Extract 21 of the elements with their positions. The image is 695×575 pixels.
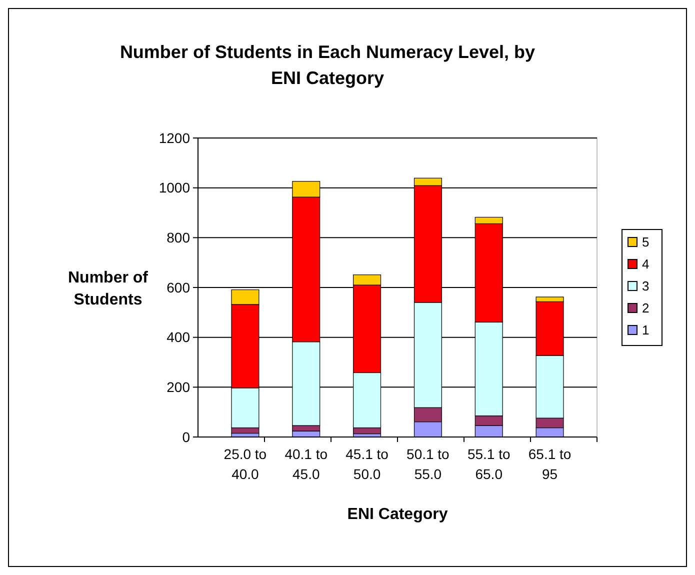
legend-label: 5 [642,234,650,250]
x-tick-label: 65.1 to 95 [528,446,572,482]
x-tick-label: 45.1 to 50.0 [346,446,389,482]
x-tick-label: 25.0 to 40.0 [224,446,267,482]
chart-title: Number of Students in Each Numeracy Level, by ENI Category [120,42,536,88]
x-axis-title: ENI Category [347,506,448,523]
y-axis-title: Number of Students [68,270,149,308]
legend-label: 3 [642,278,650,294]
y-tick-label: 400 [166,329,190,346]
legend-label: 2 [642,300,650,316]
y-tick-label: 1000 [158,180,190,196]
y-tick-label: 600 [166,279,190,296]
y-tick-label: 1200 [158,130,190,146]
y-tick-label: 0 [182,428,190,445]
x-tick-label: 50.1 to 55.0 [406,446,450,482]
x-tick-label: 55.1 to 65.0 [467,446,510,482]
legend-label: 4 [642,256,650,272]
y-tick-label: 200 [166,379,190,396]
legend-label: 1 [642,322,650,338]
x-tick-label: 40.1 to 45.0 [284,446,328,482]
y-tick-label: 800 [166,230,190,246]
